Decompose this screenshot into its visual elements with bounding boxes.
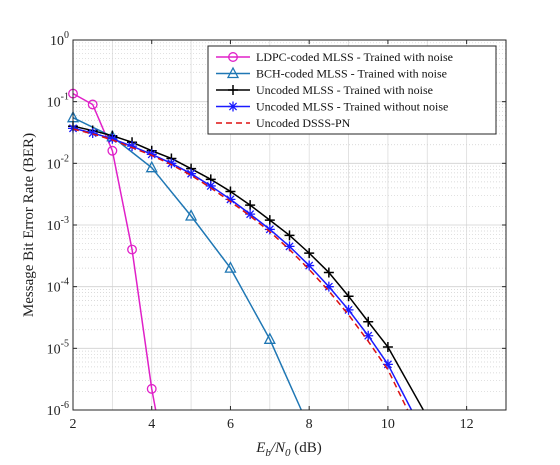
data-point: [245, 200, 256, 211]
x-tick-label: 2: [70, 417, 77, 432]
data-point: [185, 209, 198, 221]
x-tick-label: 4: [148, 417, 155, 432]
y-tick-exponent: -6: [61, 400, 69, 411]
y-tick-base: 10: [47, 219, 61, 234]
legend-marker: [228, 101, 238, 112]
x-tick-label: 12: [460, 417, 474, 432]
y-tick-exponent: 0: [64, 30, 69, 41]
data-point: [343, 304, 354, 315]
data-point: [323, 281, 334, 292]
y-tick-base: 10: [47, 281, 61, 296]
x-label-sub2: 0: [285, 447, 291, 459]
y-tick-exponent: -2: [61, 153, 69, 164]
series-line: [72, 128, 409, 411]
data-point: [224, 261, 237, 273]
legend-entry: Uncoded DSSS-PN: [216, 116, 351, 130]
data-point: [363, 330, 374, 341]
x-tick-label: 10: [381, 417, 395, 432]
y-axis-label: Message Bit Error Rate (BER): [21, 133, 37, 317]
x-label-mid: /N: [270, 440, 286, 456]
legend-label: Uncoded DSSS-PN: [256, 116, 351, 130]
legend-marker: [226, 66, 240, 79]
y-tick-base: 10: [47, 157, 61, 172]
legend-entry: Uncoded MLSS - Trained without noise: [216, 100, 448, 114]
y-tick-exponent: -1: [61, 92, 69, 103]
legend-label: Uncoded MLSS - Trained without noise: [256, 100, 448, 114]
legend: LDPC-coded MLSS - Trained with noise BCH-…: [207, 45, 497, 135]
y-tick-label: 10-4: [47, 277, 69, 296]
data-point: [323, 267, 334, 278]
data-point: [263, 332, 276, 344]
legend-entry: LDPC-coded MLSS - Trained with noise: [216, 50, 453, 64]
x-tick-label: 8: [306, 417, 313, 432]
legend-entry: Uncoded MLSS - Trained with noise: [216, 83, 433, 97]
data-point: [87, 99, 98, 110]
series-line: [72, 127, 413, 411]
data-point: [343, 291, 354, 302]
y-tick-base: 10: [47, 342, 61, 357]
series-5: [72, 128, 409, 411]
y-tick-base: 10: [50, 34, 64, 49]
legend-label: BCH-coded MLSS - Trained with noise: [256, 67, 447, 81]
x-label-unit: (dB): [291, 440, 322, 456]
data-point: [264, 215, 275, 226]
y-tick-label: 100: [50, 30, 69, 49]
data-point: [225, 194, 236, 205]
data-point: [382, 342, 393, 353]
y-tick-label: 10-2: [47, 153, 69, 172]
data-point: [245, 209, 256, 220]
data-point: [145, 160, 158, 173]
data-point: [304, 260, 315, 271]
y-tick-base: 10: [47, 96, 61, 111]
legend-label: Uncoded MLSS - Trained with noise: [256, 83, 433, 97]
data-point: [382, 359, 393, 370]
legend-marker: [228, 85, 238, 95]
data-point: [107, 145, 118, 156]
data-point: [284, 241, 295, 252]
series-4: [68, 123, 413, 411]
data-point: [264, 224, 275, 235]
data-point: [304, 248, 315, 259]
legend-marker: [228, 52, 238, 62]
data-point: [186, 168, 197, 179]
data-point: [107, 133, 118, 144]
legend-entry: BCH-coded MLSS - Trained with noise: [216, 67, 447, 81]
data-point: [87, 128, 98, 139]
legend-label: LDPC-coded MLSS - Trained with noise: [256, 50, 453, 64]
series-line: [72, 92, 157, 411]
data-point: [127, 244, 137, 255]
y-tick-base: 10: [47, 404, 61, 419]
data-point: [363, 316, 374, 327]
x-label-main: E: [255, 440, 265, 456]
series-line: [72, 125, 424, 411]
data-point: [284, 230, 295, 241]
series-layer: [66, 88, 424, 411]
x-label-sub1: b: [265, 447, 271, 459]
legend-box: [207, 45, 497, 135]
y-tick-label: 10-5: [47, 338, 69, 357]
data-point: [205, 180, 216, 191]
data-point: [166, 158, 177, 169]
y-tick-label: 10-1: [47, 92, 69, 111]
data-point: [146, 149, 157, 160]
x-tick-label: 6: [227, 417, 234, 432]
y-tick-label: 10-3: [47, 215, 69, 234]
data-point: [127, 141, 138, 152]
y-tick-exponent: -3: [61, 215, 69, 226]
y-tick-exponent: -5: [61, 338, 69, 349]
x-axis-label: Eb/N0 (dB): [255, 440, 322, 459]
y-tick-exponent: -4: [61, 277, 69, 288]
data-point: [146, 383, 157, 394]
y-tick-label: 10-6: [47, 400, 69, 419]
